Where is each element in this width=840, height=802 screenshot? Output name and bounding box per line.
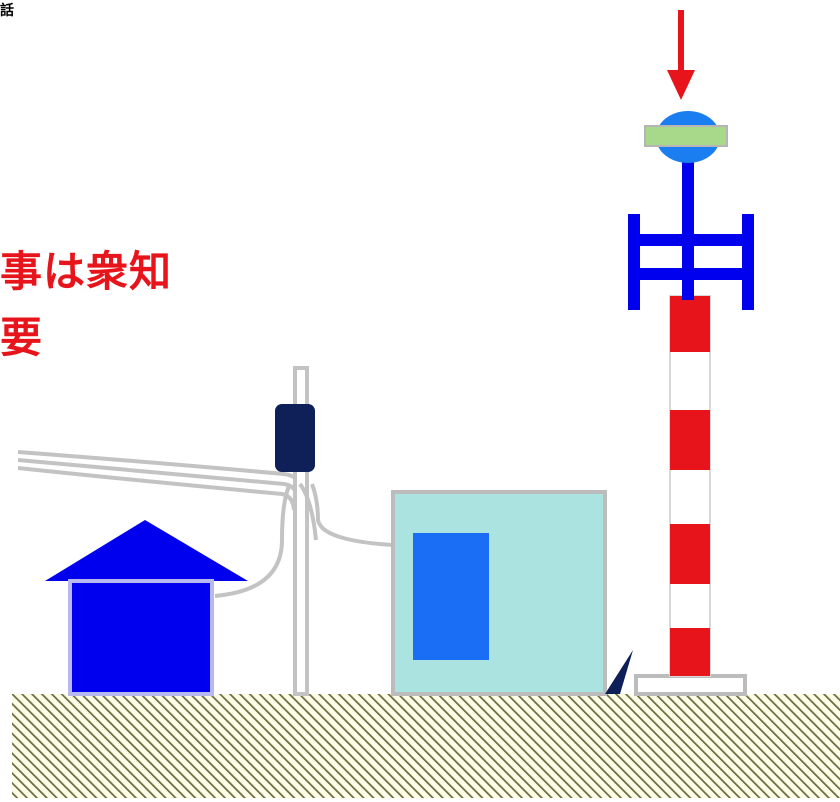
tower-mast	[669, 295, 711, 677]
house-body	[68, 579, 214, 696]
sensor-dome	[644, 111, 728, 163]
cabinet-panel	[413, 533, 489, 660]
red-caption-line-2: 要	[0, 313, 43, 362]
ground	[12, 694, 840, 798]
overhead-cables	[17, 450, 304, 511]
equipment-cabinet	[391, 490, 607, 696]
tower-base	[634, 674, 747, 696]
house-roof	[45, 520, 248, 581]
house	[45, 520, 248, 696]
pole-transformer	[275, 404, 315, 472]
red-caption-line-1: 事は衆知	[0, 247, 173, 296]
antenna-mount	[628, 160, 754, 310]
ground-rod	[605, 650, 633, 694]
red-arrow	[667, 10, 695, 100]
service-cables	[214, 482, 419, 598]
corner-label: 話	[0, 3, 14, 19]
